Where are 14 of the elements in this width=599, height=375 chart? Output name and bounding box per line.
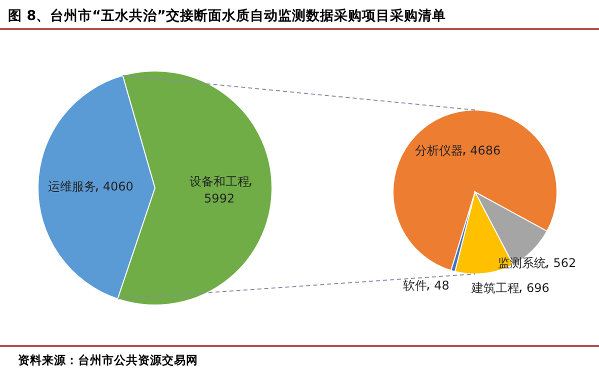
text: 资料来源：台州市公共资源交易网	[18, 353, 198, 367]
data-label: 696	[526, 280, 550, 295]
slice-label: 分析仪器	[415, 143, 464, 158]
data-label: 562	[553, 256, 576, 270]
slice-label: 软件	[403, 278, 428, 292]
slice-label: 监测系统	[498, 256, 546, 270]
data-label: 4686	[470, 143, 501, 158]
slice-label: 运维服务	[48, 180, 96, 194]
data-label: 4060	[102, 180, 134, 194]
chart-title: 图 8、台州市“五水共治”交接断面水质自动监测数据采购项目采购清单	[8, 7, 446, 24]
data-label: 5992	[204, 191, 235, 206]
data-label: 48	[434, 278, 450, 292]
slice-label: 建筑工程	[470, 280, 520, 295]
slice-label: 设备和工程	[189, 174, 250, 188]
